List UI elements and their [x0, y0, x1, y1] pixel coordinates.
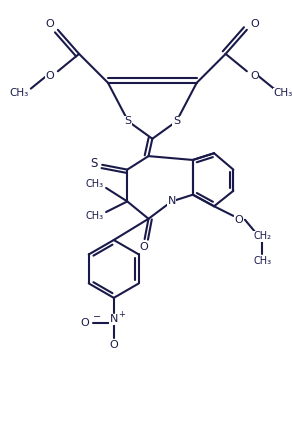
- Text: S: S: [125, 116, 132, 127]
- Text: O: O: [81, 318, 89, 328]
- Text: CH₂: CH₂: [253, 231, 271, 241]
- Text: O: O: [46, 19, 55, 29]
- Text: +: +: [119, 310, 126, 319]
- Text: CH₃: CH₃: [86, 179, 104, 189]
- Text: O: O: [250, 19, 259, 29]
- Text: CH₃: CH₃: [10, 89, 29, 98]
- Text: −: −: [93, 312, 101, 322]
- Text: O: O: [110, 340, 118, 350]
- Text: O: O: [250, 71, 259, 81]
- Text: N: N: [167, 196, 176, 207]
- Text: CH₃: CH₃: [253, 256, 271, 266]
- Text: O: O: [235, 215, 244, 225]
- Text: N: N: [110, 314, 118, 324]
- Text: CH₃: CH₃: [86, 211, 104, 221]
- Text: S: S: [90, 157, 97, 170]
- Text: CH₃: CH₃: [274, 89, 292, 98]
- Text: O: O: [139, 242, 148, 252]
- Text: O: O: [46, 71, 55, 81]
- Text: S: S: [173, 116, 180, 127]
